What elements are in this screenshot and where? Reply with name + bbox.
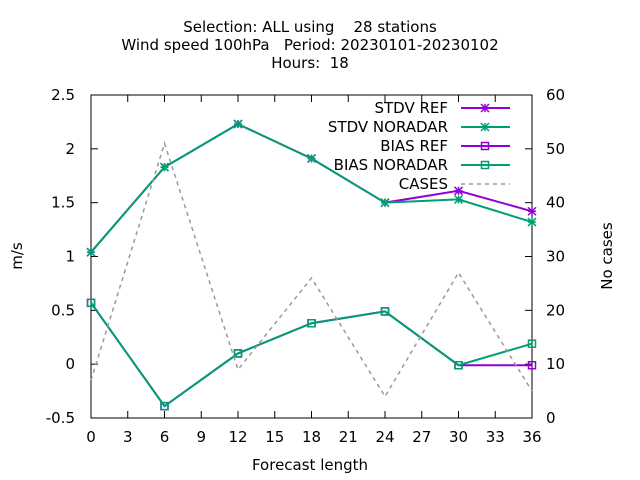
legend-marker — [480, 122, 490, 132]
x-tick-label: 15 — [265, 428, 284, 446]
y2-axis-label: No cases — [598, 222, 616, 290]
data-point-stdv-ref — [453, 186, 464, 196]
data-point-stdv-noradar — [527, 217, 537, 227]
data-point-stdv-noradar — [159, 162, 170, 172]
y2-tick-label: 60 — [546, 86, 565, 104]
legend-marker — [480, 141, 490, 151]
data-point-stdv-noradar — [380, 198, 390, 208]
y-tick-label: 1.5 — [51, 194, 75, 212]
series-stdv-noradar — [86, 119, 537, 257]
legend-label: STDV NORADAR — [328, 118, 448, 136]
legend-marker — [480, 160, 490, 170]
legend-label: BIAS REF — [380, 137, 448, 155]
data-point-bias-noradar — [233, 349, 243, 358]
data-point-stdv-noradar — [86, 247, 96, 257]
data-point-bias-noradar — [380, 307, 390, 316]
x-tick-label: 18 — [302, 428, 321, 446]
x-tick-label: 21 — [339, 428, 358, 446]
y-tick-label: 1 — [65, 248, 75, 266]
x-axis-label: Forecast length — [252, 456, 368, 474]
data-point-stdv-noradar — [233, 119, 243, 129]
series-line-cases — [90, 140, 533, 398]
data-point-bias-noradar — [86, 298, 96, 308]
chart-title-line: Wind speed 100hPa Period: 20230101-20230… — [121, 36, 498, 54]
series-line-bias-noradar — [90, 302, 533, 408]
y-axis: -0.5 0 0.5 1 1.5 2 2.5 — [46, 86, 98, 427]
x-tick-label: 24 — [375, 428, 394, 446]
y2-tick-label: 10 — [546, 355, 565, 373]
x-axis: 0 3 6 9 12 15 18 21 24 27 30 33 36 — [86, 95, 542, 446]
x-tick-label: 9 — [196, 428, 206, 446]
data-point-stdv-ref — [527, 206, 537, 216]
data-point-stdv-noradar — [453, 194, 464, 204]
y2-tick-label: 0 — [546, 409, 556, 427]
x-tick-label: 0 — [86, 428, 96, 446]
y2-tick-label: 40 — [546, 194, 565, 212]
plot-border — [90, 94, 533, 419]
y-tick-label: -0.5 — [46, 409, 75, 427]
y2-axis: 0 10 20 30 40 50 60 — [525, 86, 565, 427]
y-axis-label: m/s — [8, 242, 26, 270]
y2-tick-label: 50 — [546, 140, 565, 158]
x-tick-label: 36 — [522, 428, 541, 446]
plot-frame — [90, 94, 533, 419]
chart-title-line: Hours: 18 — [271, 54, 349, 72]
series-bias-noradar — [86, 298, 537, 411]
y-tick-label: 2.5 — [51, 86, 75, 104]
series-line-stdv-ref — [90, 122, 533, 253]
y-tick-label: 0.5 — [51, 301, 75, 319]
data-point-stdv-noradar — [306, 153, 317, 164]
x-tick-label: 6 — [160, 428, 170, 446]
series-layer — [86, 119, 537, 411]
x-tick-label: 3 — [123, 428, 133, 446]
series-stdv-ref — [86, 119, 537, 257]
data-point-bias-noradar — [527, 339, 537, 348]
series-cases — [90, 140, 533, 398]
data-point-bias-noradar — [307, 319, 316, 328]
x-tick-label: 27 — [412, 428, 431, 446]
series-line-bias-ref — [90, 302, 532, 408]
y2-tick-label: 30 — [546, 248, 565, 266]
legend-label: BIAS NORADAR — [334, 156, 448, 174]
y-tick-label: 0 — [65, 355, 75, 373]
x-tick-label: 30 — [449, 428, 468, 446]
data-point-bias-ref — [527, 360, 537, 370]
legend-label: CASES — [399, 175, 448, 193]
legend-marker — [480, 103, 490, 113]
series-line-stdv-noradar — [90, 122, 533, 253]
data-point-bias-noradar — [454, 360, 463, 370]
x-tick-label: 33 — [486, 428, 505, 446]
data-point-bias-noradar — [160, 401, 169, 411]
y2-tick-label: 20 — [546, 301, 565, 319]
y-tick-label: 2 — [65, 140, 75, 158]
chart-title-line: Selection: ALL using 28 stations — [183, 18, 437, 36]
legend-label: STDV REF — [374, 99, 448, 117]
x-tick-label: 12 — [228, 428, 247, 446]
